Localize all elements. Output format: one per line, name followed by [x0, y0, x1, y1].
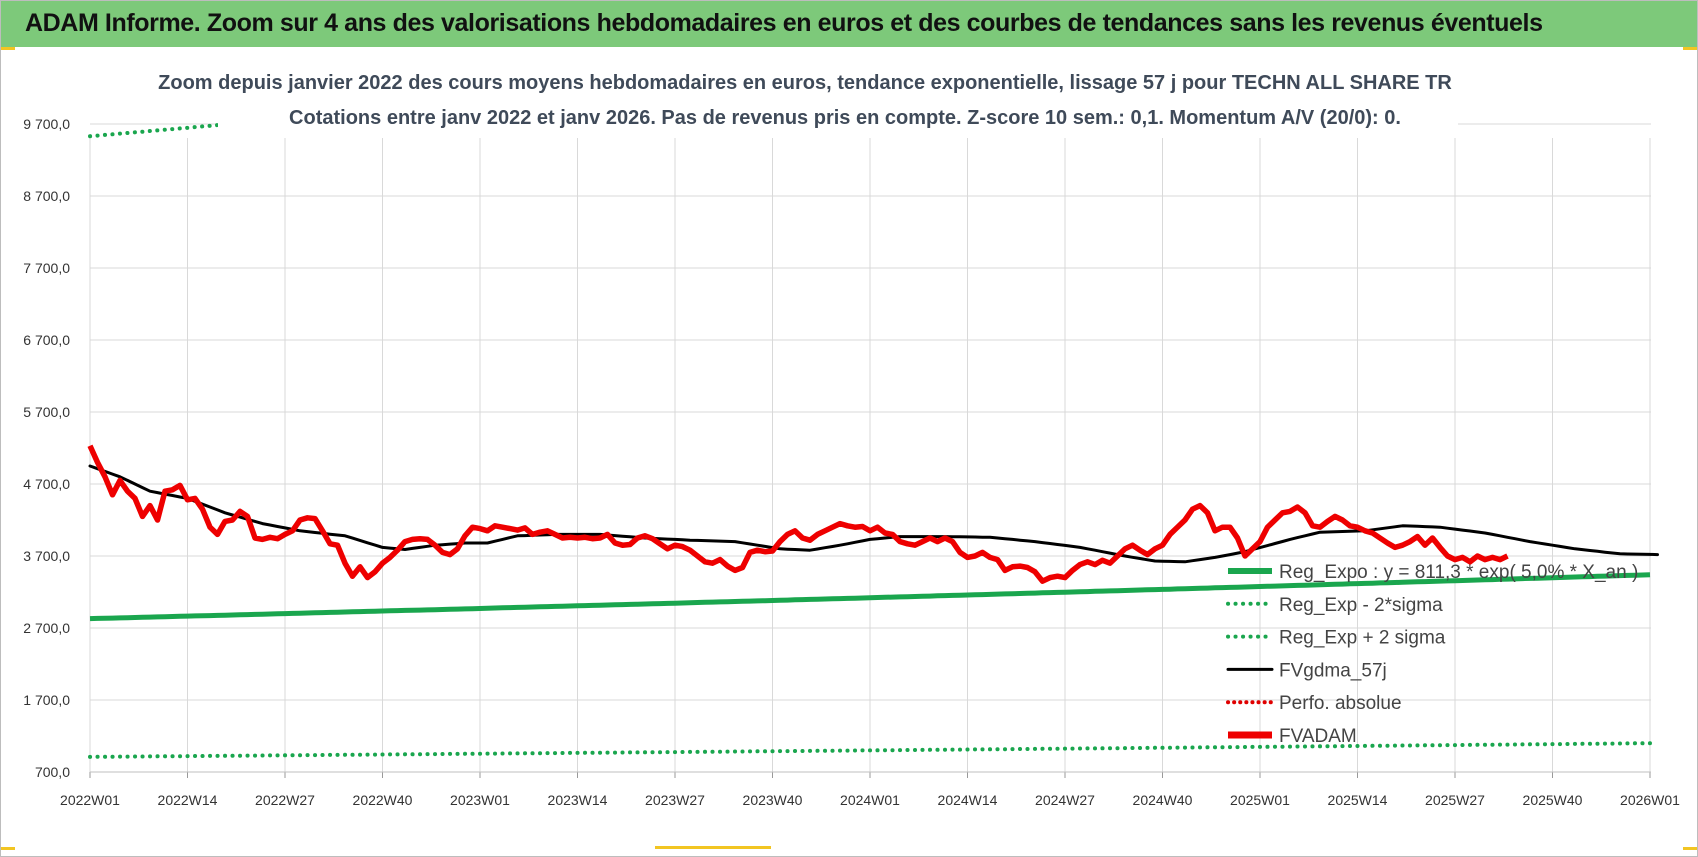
x-tick-label: 2022W14 — [158, 792, 218, 808]
x-tick-label: 2024W27 — [1035, 792, 1095, 808]
legend-label: FVgdma_57j — [1279, 660, 1387, 681]
x-tick-label: 2024W40 — [1133, 792, 1193, 808]
y-tick-label: 7 700,0 — [23, 260, 70, 276]
x-tick-label: 2022W27 — [255, 792, 315, 808]
x-tick-label: 2025W14 — [1328, 792, 1388, 808]
y-tick-label: 4 700,0 — [23, 476, 70, 492]
legend-label: Reg_Exp - 2*sigma — [1279, 595, 1443, 616]
x-tick-label: 2025W01 — [1230, 792, 1290, 808]
x-tick-label: 2023W01 — [450, 792, 510, 808]
fvgdma-57j-line — [88, 464, 1659, 564]
left-top-marker — [1, 47, 15, 50]
legend-label: FVADAM — [1279, 726, 1357, 747]
bottom-center-marker — [655, 846, 771, 849]
right-top-marker — [1683, 47, 1697, 50]
reg-minus-2sigma-line — [88, 741, 1652, 759]
legend-label: Reg_Exp + 2 sigma — [1279, 628, 1446, 649]
chart-title: Zoom depuis janvier 2022 des cours moyen… — [158, 72, 1452, 94]
left-bottom-marker — [1, 847, 15, 850]
y-tick-label: 5 700,0 — [23, 404, 70, 420]
y-tick-label: 2 700,0 — [23, 620, 70, 636]
y-tick-label: 700,0 — [35, 764, 70, 780]
right-bottom-marker — [1683, 847, 1697, 850]
chart-subtitle: Cotations entre janv 2022 et janv 2026. … — [289, 107, 1401, 129]
y-tick-label: 1 700,0 — [23, 692, 70, 708]
legend-label: Reg_Expo : y = 811,3 * exp( 5,0% * X_an … — [1279, 562, 1638, 583]
x-tick-label: 2025W27 — [1425, 792, 1485, 808]
x-tick-label: 2022W40 — [353, 792, 413, 808]
x-tick-label: 2024W01 — [840, 792, 900, 808]
x-tick-label: 2025W40 — [1523, 792, 1583, 808]
chart-legend: Reg_Expo : y = 811,3 * exp( 5,0% * X_an … — [1226, 562, 1638, 747]
x-tick-label: 2023W14 — [548, 792, 608, 808]
header-banner: ADAM Informe. Zoom sur 4 ans des valoris… — [1, 1, 1697, 47]
report-title: ADAM Informe. Zoom sur 4 ans des valoris… — [25, 9, 1543, 37]
chart-title-background — [218, 62, 1458, 136]
fvadam-line — [87, 444, 1509, 584]
x-tick-label: 2022W01 — [60, 792, 120, 808]
y-tick-label: 6 700,0 — [23, 332, 70, 348]
x-tick-label: 2024W14 — [938, 792, 998, 808]
y-tick-label: 8 700,0 — [23, 188, 70, 204]
legend-label: Perfo. absolue — [1279, 693, 1402, 714]
y-tick-label: 3 700,0 — [23, 548, 70, 564]
x-tick-label: 2023W27 — [645, 792, 705, 808]
x-tick-label: 2023W40 — [743, 792, 803, 808]
y-tick-label: 9 700,0 — [23, 116, 70, 132]
reg-expo-line — [89, 572, 1651, 622]
x-tick-label: 2026W01 — [1620, 792, 1680, 808]
